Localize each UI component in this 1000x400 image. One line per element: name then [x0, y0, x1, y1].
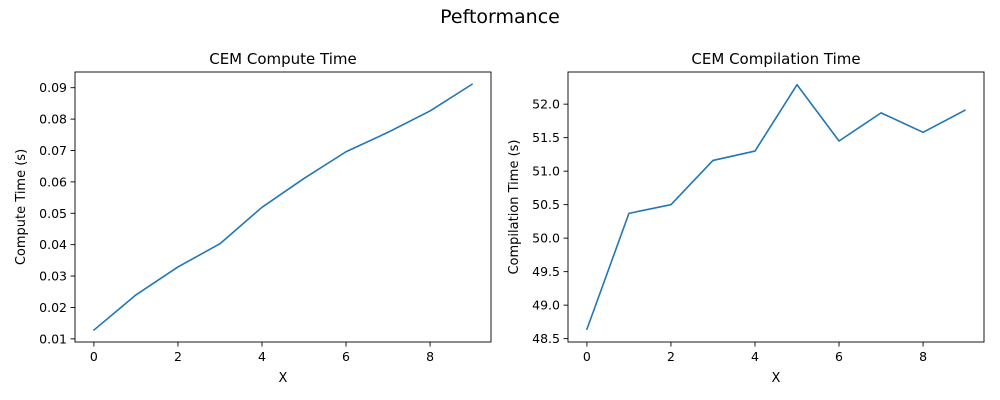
data-point — [429, 110, 431, 112]
data-point — [922, 132, 924, 134]
x-tick-label: 0 — [90, 349, 98, 364]
y-tick-label: 0.08 — [39, 112, 67, 127]
data-point — [964, 109, 966, 111]
compilation-time-panel: 0 2 4 6 8 48.5 49.0 49.5 50.0 50.5 51.0 51.5 52.0 CEM… — [507, 50, 985, 386]
x-tick-label: 2 — [667, 349, 675, 364]
series-line-0 — [93, 83, 473, 331]
series-line-0 — [586, 83, 966, 331]
data-point — [219, 243, 221, 245]
x-tick-label: 4 — [258, 349, 266, 364]
chart-title: CEM Compilation Time — [691, 50, 860, 68]
data-point — [712, 160, 714, 162]
y-tick-label: 51.0 — [532, 164, 560, 179]
data-point — [177, 266, 179, 268]
x-tick-label: 0 — [583, 349, 591, 364]
axes-frame — [74, 71, 492, 343]
x-tick-label: 4 — [751, 349, 759, 364]
x-tick-label: 6 — [342, 349, 350, 364]
y-tick-label: 48.5 — [532, 331, 560, 346]
data-point — [628, 213, 630, 215]
x-tick-label: 2 — [174, 349, 182, 364]
y-tick-label: 0.01 — [39, 331, 67, 346]
y-tick-label: 49.0 — [532, 298, 560, 313]
y-tick-label: 0.06 — [39, 174, 67, 189]
data-point — [303, 178, 305, 180]
data-point — [796, 84, 798, 86]
y-tick-label: 50.5 — [532, 197, 560, 212]
x-tick-label: 6 — [835, 349, 843, 364]
y-tick-label: 0.04 — [39, 237, 67, 252]
x-axis-label: X — [279, 371, 288, 386]
data-point — [838, 140, 840, 142]
y-tick-label: 49.5 — [532, 264, 560, 279]
y-axis-label: Compute Time (s) — [14, 149, 29, 265]
y-tick-label: 0.03 — [39, 269, 67, 284]
x-tick-label: 8 — [919, 349, 927, 364]
y-tick-label: 0.02 — [39, 300, 67, 315]
axes-frame — [567, 71, 985, 343]
y-tick-label: 51.5 — [532, 130, 560, 145]
y-tick-label: 0.09 — [39, 80, 67, 95]
figure-suptitle: Peftormance — [440, 6, 560, 28]
y-tick-label: 0.07 — [39, 143, 67, 158]
data-point — [135, 294, 137, 296]
data-point — [345, 151, 347, 153]
data-point — [93, 329, 95, 331]
data-point — [387, 131, 389, 133]
x-tick-label: 8 — [426, 349, 434, 364]
data-point — [471, 83, 473, 85]
y-tick-label: 0.05 — [39, 206, 67, 221]
data-point — [754, 150, 756, 152]
y-tick-label: 50.0 — [532, 231, 560, 246]
data-point — [261, 207, 263, 209]
data-point — [586, 328, 588, 330]
y-axis-label: Compilation Time (s) — [507, 139, 522, 274]
data-point — [670, 204, 672, 206]
x-axis-label: X — [772, 371, 781, 386]
data-point — [880, 112, 882, 114]
chart-title: CEM Compute Time — [209, 50, 357, 68]
y-tick-label: 52.0 — [532, 97, 560, 112]
compute-time-panel: 0 2 4 6 8 0.01 0.02 0.03 0.04 0.05 0.06 0.07 0.08 0.0… — [14, 50, 492, 386]
